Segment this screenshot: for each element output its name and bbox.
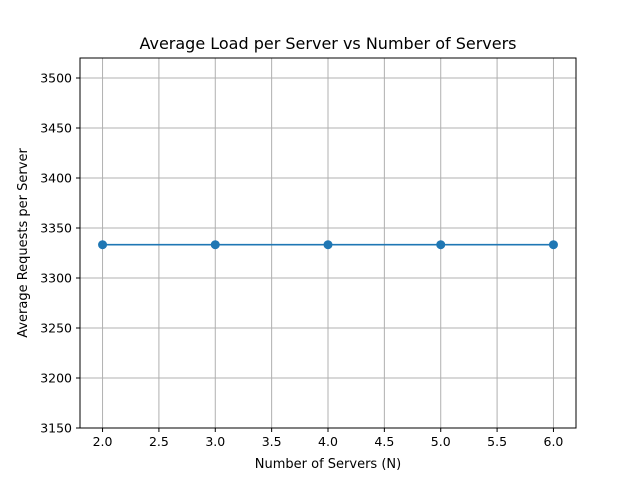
x-tick-label: 5.5: [487, 434, 507, 449]
data-point: [98, 240, 108, 250]
data-point: [323, 240, 333, 250]
x-tick-label: 6.0: [544, 434, 564, 449]
y-tick-label: 3150: [40, 421, 72, 436]
y-axis-label: Average Requests per Server: [16, 148, 31, 338]
y-tick-label: 3300: [40, 271, 72, 286]
x-tick-label: 3.0: [205, 434, 225, 449]
x-tick-label: 3.5: [262, 434, 282, 449]
y-tick-label: 3350: [40, 221, 72, 236]
chart-title: Average Load per Server vs Number of Ser…: [139, 34, 516, 53]
data-point: [548, 240, 558, 250]
series-group: [98, 240, 558, 250]
x-axis-label: Number of Servers (N): [255, 457, 401, 472]
data-point: [210, 240, 220, 250]
y-tick-label: 3450: [40, 121, 72, 136]
axis-ticks: 2.0 2.5 3.0 3.5 4.0 4.5 5.0 5.5 6.0 3150 3200 3250 3…: [40, 71, 563, 450]
x-tick-label: 4.5: [374, 434, 394, 449]
x-tick-label: 4.0: [318, 434, 338, 449]
plot-frame: [79, 57, 577, 429]
y-tick-label: 3400: [40, 171, 72, 186]
y-tick-label: 3250: [40, 321, 72, 336]
y-tick-label: 3200: [40, 371, 72, 386]
y-tick-label: 3500: [40, 71, 72, 86]
x-tick-label: 5.0: [431, 434, 451, 449]
x-tick-label: 2.5: [149, 434, 169, 449]
data-point: [436, 240, 446, 250]
x-tick-label: 2.0: [93, 434, 113, 449]
grid-lines: [80, 58, 576, 429]
